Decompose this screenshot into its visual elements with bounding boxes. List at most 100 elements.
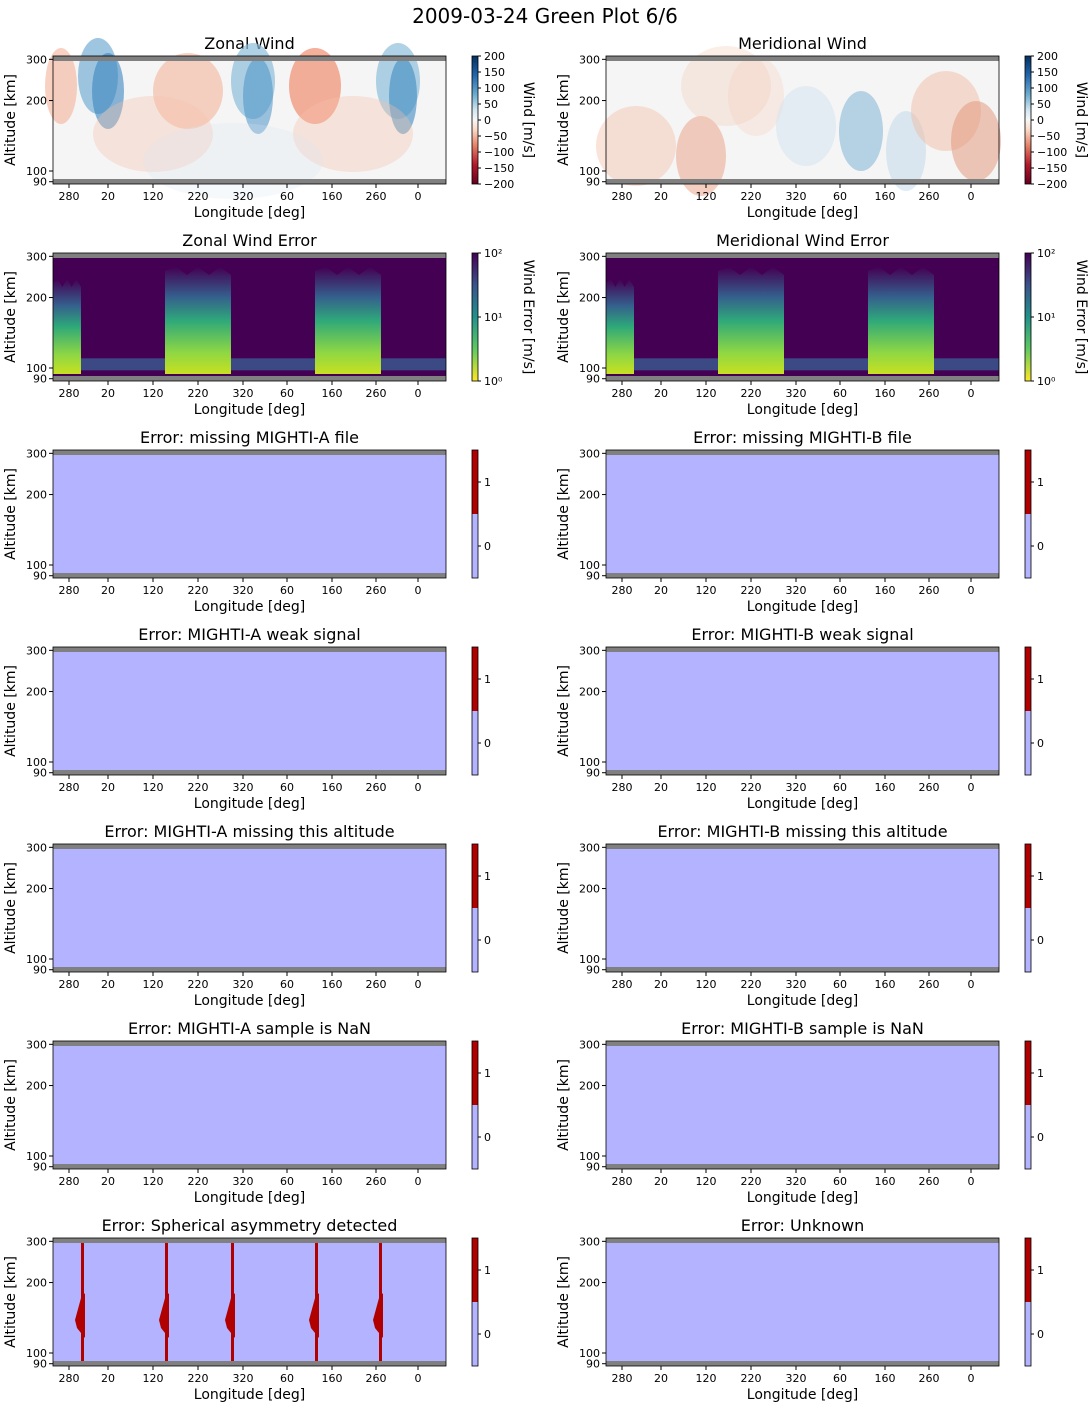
x-tick-label: 260	[919, 387, 940, 400]
x-axis-label: Longitude [deg]	[194, 1190, 305, 1206]
x-tick-label: 60	[833, 387, 847, 400]
flag-background	[606, 450, 999, 578]
subplot-title: Error: missing MIGHTI-B file	[693, 428, 912, 447]
x-tick-label: 280	[59, 584, 80, 597]
y-tick-label: 90	[586, 964, 600, 977]
no-data-band-bottom	[606, 376, 999, 381]
x-tick-label: 20	[654, 1175, 668, 1188]
colorbar-frame	[471, 449, 479, 579]
no-data-band-bottom	[606, 1164, 999, 1169]
colorbar-tick-label: 1	[484, 1264, 491, 1277]
subplot-title: Error: MIGHTI-B missing this altitude	[657, 822, 947, 841]
y-tick-label: 90	[586, 373, 600, 386]
colorbar-false	[472, 711, 478, 775]
no-data-band-top	[606, 253, 999, 258]
x-tick-label: 220	[188, 978, 209, 991]
colorbar-frame	[1024, 1237, 1032, 1367]
axes-frame	[605, 55, 1000, 185]
y-tick-label: 100	[579, 165, 600, 178]
y-tick-label: 90	[33, 767, 47, 780]
x-tick-label: 280	[612, 978, 633, 991]
error-column	[315, 267, 381, 375]
colorbar-tick-label: 0	[484, 1328, 491, 1341]
colorbar-tick-label: 1	[484, 476, 491, 489]
x-tick-label: 280	[612, 190, 633, 203]
x-tick-label: 280	[59, 190, 80, 203]
flag-background	[606, 844, 999, 972]
x-tick-label: 20	[101, 781, 115, 794]
axes-frame	[52, 843, 447, 973]
y-tick-label: 90	[586, 1358, 600, 1371]
wind-feature	[143, 123, 323, 199]
colorbar-tick-label: 10⁰	[484, 375, 503, 388]
x-axis-label: Longitude [deg]	[194, 993, 305, 1009]
x-tick-label: 280	[59, 978, 80, 991]
flag-background	[606, 647, 999, 775]
axes-frame	[605, 449, 1000, 579]
x-axis-label: Longitude [deg]	[747, 1387, 858, 1403]
y-tick-label: 200	[26, 292, 47, 305]
x-tick-label: 160	[875, 1372, 896, 1385]
low-altitude-band	[53, 358, 446, 371]
x-tick-label: 120	[696, 1372, 717, 1385]
wind-feature	[293, 96, 413, 172]
colorbar-tick-label: −50	[484, 130, 507, 143]
axes-frame	[605, 1040, 1000, 1170]
colorbar-true	[1025, 844, 1031, 908]
colorbar-frame	[471, 646, 479, 776]
y-axis-label: Altitude [km]	[556, 271, 572, 363]
x-tick-label: 60	[280, 781, 294, 794]
flag-column-mark	[309, 1293, 319, 1338]
colorbar-tick-label: 10¹	[1037, 311, 1055, 324]
x-tick-label: 260	[919, 978, 940, 991]
x-tick-label: 220	[188, 387, 209, 400]
colorbar-frame	[471, 1237, 479, 1367]
y-tick-label: 90	[586, 1161, 600, 1174]
subplot-title: Error: MIGHTI-B weak signal	[691, 625, 913, 644]
x-axis-label: Longitude [deg]	[747, 993, 858, 1009]
colorbar-tick-label: 1	[484, 1067, 491, 1080]
wind-feature	[389, 58, 417, 134]
x-tick-label: 260	[366, 978, 387, 991]
colorbar-tick-label: 1	[1037, 870, 1044, 883]
x-tick-label: 220	[741, 387, 762, 400]
colorbar-tick-label: 0	[484, 114, 491, 127]
x-axis-label: Longitude [deg]	[194, 1387, 305, 1403]
x-tick-label: 160	[875, 781, 896, 794]
colorbar-true	[472, 1238, 478, 1302]
wind-feature	[776, 86, 836, 166]
x-tick-label: 20	[101, 978, 115, 991]
no-data-band-bottom	[53, 376, 446, 381]
no-data-band-bottom	[53, 1361, 446, 1366]
x-tick-label: 320	[786, 1372, 807, 1385]
colorbar-frame	[1024, 1040, 1032, 1170]
x-tick-label: 0	[415, 584, 422, 597]
no-data-band-top	[606, 844, 999, 849]
subplot: Error: Spherical asymmetry detected90100…	[3, 1216, 491, 1403]
no-data-band-bottom	[53, 1164, 446, 1169]
no-data-band-bottom	[53, 179, 446, 184]
colorbar-false	[472, 1302, 478, 1366]
x-tick-label: 20	[101, 190, 115, 203]
y-tick-label: 90	[33, 1358, 47, 1371]
error-column	[165, 267, 231, 375]
x-tick-label: 0	[968, 584, 975, 597]
y-tick-label: 300	[579, 644, 600, 657]
y-tick-label: 200	[26, 1277, 47, 1290]
y-axis-label: Altitude [km]	[556, 862, 572, 954]
colorbar	[1025, 56, 1031, 184]
y-tick-label: 100	[26, 953, 47, 966]
no-data-band-top	[53, 253, 446, 258]
x-tick-label: 260	[366, 584, 387, 597]
y-axis-label: Altitude [km]	[556, 74, 572, 166]
x-tick-label: 20	[101, 584, 115, 597]
flag-background	[53, 1041, 446, 1169]
y-tick-label: 300	[579, 841, 600, 854]
axes-frame	[52, 449, 447, 579]
wind-feature	[93, 96, 213, 172]
x-tick-label: 280	[612, 1372, 633, 1385]
x-tick-label: 320	[786, 1175, 807, 1188]
